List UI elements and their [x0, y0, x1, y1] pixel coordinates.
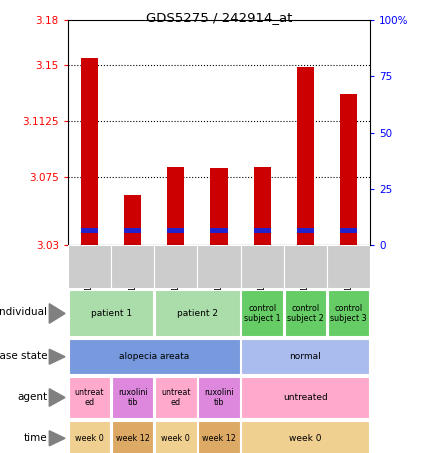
Bar: [210, 228, 228, 233]
Bar: [198, 420, 240, 453]
Polygon shape: [49, 349, 65, 364]
Bar: [81, 228, 98, 233]
Bar: [167, 228, 184, 233]
Bar: [297, 67, 314, 245]
Text: alopecia areata: alopecia areata: [119, 352, 189, 361]
Bar: [340, 94, 357, 245]
Text: individual: individual: [0, 308, 47, 318]
Bar: [240, 245, 284, 288]
Text: disease state: disease state: [0, 351, 47, 361]
Bar: [124, 195, 141, 245]
Bar: [210, 169, 228, 245]
Bar: [69, 290, 153, 337]
Text: untreat
ed: untreat ed: [75, 388, 104, 407]
Text: GDS5275 / 242914_at: GDS5275 / 242914_at: [146, 11, 292, 24]
Bar: [69, 420, 110, 453]
Text: control
subject 2: control subject 2: [287, 304, 324, 323]
Bar: [284, 245, 327, 288]
Bar: [297, 228, 314, 233]
Text: week 12: week 12: [202, 434, 236, 443]
Polygon shape: [49, 431, 65, 446]
Bar: [155, 420, 197, 453]
Text: week 12: week 12: [116, 434, 150, 443]
Bar: [254, 167, 271, 245]
Bar: [68, 245, 111, 288]
Text: week 0: week 0: [162, 434, 190, 443]
Text: week 0: week 0: [75, 434, 104, 443]
Text: agent: agent: [17, 392, 47, 402]
Bar: [241, 339, 369, 375]
Bar: [328, 290, 369, 337]
Bar: [198, 245, 240, 288]
Text: control
subject 1: control subject 1: [244, 304, 280, 323]
Bar: [154, 245, 198, 288]
Bar: [155, 290, 240, 337]
Bar: [111, 245, 154, 288]
Bar: [254, 228, 271, 233]
Bar: [124, 228, 141, 233]
Bar: [167, 167, 184, 245]
Text: untreated: untreated: [283, 393, 328, 402]
Text: control
subject 3: control subject 3: [330, 304, 367, 323]
Bar: [340, 228, 357, 233]
Text: patient 1: patient 1: [91, 309, 132, 318]
Bar: [327, 245, 370, 288]
Text: normal: normal: [290, 352, 321, 361]
Bar: [241, 377, 369, 418]
Bar: [112, 377, 153, 418]
Bar: [285, 290, 326, 337]
Text: time: time: [24, 433, 47, 443]
Polygon shape: [49, 389, 65, 406]
Text: patient 2: patient 2: [177, 309, 218, 318]
Text: week 0: week 0: [289, 434, 321, 443]
Text: ruxolini
tib: ruxolini tib: [118, 388, 148, 407]
Bar: [241, 290, 283, 337]
Polygon shape: [49, 304, 65, 323]
Bar: [198, 377, 240, 418]
Bar: [81, 58, 98, 245]
Text: ruxolini
tib: ruxolini tib: [204, 388, 234, 407]
Bar: [155, 377, 197, 418]
Bar: [112, 420, 153, 453]
Text: untreat
ed: untreat ed: [161, 388, 191, 407]
Bar: [241, 420, 369, 453]
Bar: [69, 339, 240, 375]
Bar: [69, 377, 110, 418]
